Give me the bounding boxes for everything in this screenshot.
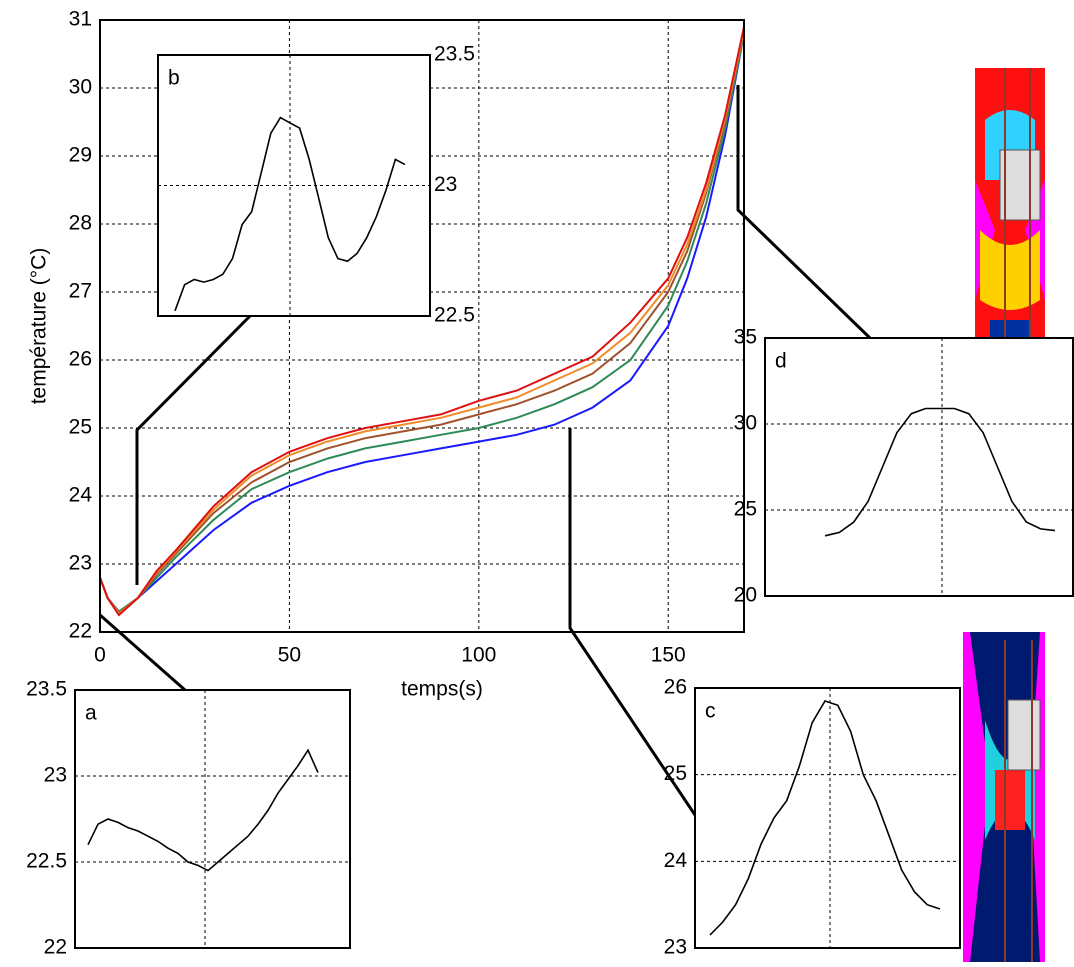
- y-tick-label: 22: [69, 620, 92, 643]
- x-tick-label: 50: [278, 644, 301, 667]
- plot-frame: [99, 19, 745, 633]
- y-tick-label: 23.5: [434, 43, 475, 66]
- insets: 22 22.5 23 23.5 a 22.5 23 23.5 b 23 24 25 26 c 20 25 30 3…: [26, 43, 1074, 959]
- inset-bg: [75, 690, 350, 948]
- plot-frame: [764, 337, 1074, 597]
- y-tick-label: 35: [734, 326, 757, 349]
- inset-bg: [158, 55, 430, 316]
- y-tick-label: 26: [69, 348, 92, 371]
- thermal-gauge: [999, 149, 1041, 221]
- inset-chart: 23 24 25 26 c: [664, 676, 961, 959]
- plot-frame: [694, 687, 961, 949]
- series-line: [709, 700, 941, 936]
- thermal-image-bottom: [963, 632, 1045, 962]
- y-tick-label: 23: [434, 173, 457, 196]
- inset-bg: [765, 338, 1073, 596]
- y-tick-label: 29: [69, 144, 92, 167]
- series-line: [99, 26, 745, 617]
- plot-frame: [157, 54, 431, 317]
- connector: [99, 613, 186, 692]
- x-tick-label: 0: [94, 644, 106, 667]
- y-tick-label: 26: [664, 676, 687, 699]
- y-axis-label: température (°C): [28, 248, 51, 405]
- x-axis-label: temps(s): [401, 678, 483, 701]
- inset-chart: 20 25 30 35 d: [734, 326, 1074, 607]
- x-tick-label: 100: [461, 644, 496, 667]
- y-tick-label: 23.5: [26, 678, 67, 701]
- y-tick-label: 28: [69, 212, 92, 235]
- inset-bg: [695, 688, 960, 948]
- thermal-band: [980, 230, 1040, 310]
- inset-label: a: [85, 702, 97, 725]
- thermal-band: [995, 770, 1025, 830]
- series-line: [87, 748, 319, 872]
- thermal-image-top: [975, 68, 1045, 390]
- main-plot: 22 23 24 25 26 27 28 29 30 31 0 50 100 150 temps(s) tem…: [28, 8, 745, 701]
- y-tick-label: 25: [734, 498, 757, 521]
- x-tick-label: 150: [651, 644, 686, 667]
- inset-chart: 22.5 23 23.5 b: [157, 43, 475, 327]
- y-tick-label: 23: [44, 764, 67, 787]
- series-line: [99, 33, 745, 613]
- inset-label: b: [168, 67, 180, 90]
- series-line: [174, 116, 406, 312]
- y-tick-label: 22: [44, 936, 67, 959]
- inset-chart: 22 22.5 23 23.5 a: [26, 678, 351, 959]
- series-line: [99, 33, 745, 613]
- connector: [568, 428, 697, 816]
- y-tick-label: 30: [69, 76, 92, 99]
- y-tick-label: 24: [664, 849, 688, 872]
- y-tick-label: 31: [69, 8, 92, 31]
- series-line: [824, 407, 1056, 537]
- y-tick-label: 27: [69, 280, 92, 303]
- main-chart: 22 23 24 25 26 27 28 29 30 31 0 50 100 150 temps(s) tem…: [28, 8, 745, 701]
- y-tick-label: 22.5: [26, 850, 67, 873]
- connector: [135, 314, 252, 585]
- y-tick-label: 23: [69, 552, 92, 575]
- inset-label: c: [705, 700, 716, 723]
- y-tick-label: 25: [664, 762, 687, 785]
- connector: [736, 85, 872, 340]
- inset-label: d: [775, 350, 787, 373]
- y-tick-label: 22.5: [434, 304, 475, 327]
- connectors: [99, 85, 872, 816]
- y-tick-label: 20: [734, 584, 757, 607]
- y-tick-label: 23: [664, 936, 687, 959]
- y-tick-label: 25: [69, 416, 92, 439]
- plot-frame: [74, 689, 351, 949]
- y-tick-label: 24: [69, 484, 93, 507]
- thermal-gauge: [1007, 699, 1041, 771]
- y-tick-label: 30: [734, 412, 757, 435]
